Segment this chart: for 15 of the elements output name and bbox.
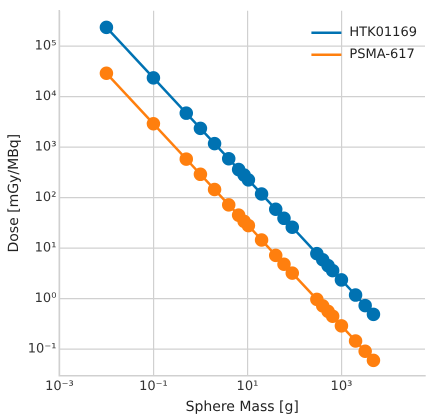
- x-tick-label: 10³: [330, 378, 352, 394]
- legend-label: PSMA-617: [349, 47, 415, 62]
- y-tick-label: 10²: [34, 190, 56, 206]
- x-axis-title: Sphere Mass [g]: [186, 399, 299, 416]
- x-tick-label: 10⁻³: [45, 378, 74, 394]
- legend-label: HTK01169: [349, 25, 418, 40]
- y-tick-label: 10¹: [34, 240, 56, 256]
- y-axis-title: Dose [mGy/MBq]: [6, 134, 22, 253]
- y-tick-label: 10⁰: [34, 291, 56, 306]
- x-tick-label: 10¹: [236, 378, 258, 394]
- y-tick-label: 10⁴: [34, 88, 56, 104]
- y-tick-label: 10³: [34, 140, 56, 155]
- y-tick-label: 10⁵: [34, 38, 56, 54]
- y-tick-label: 10⁻¹: [28, 342, 56, 357]
- x-tick-label: 10⁻¹: [139, 378, 168, 394]
